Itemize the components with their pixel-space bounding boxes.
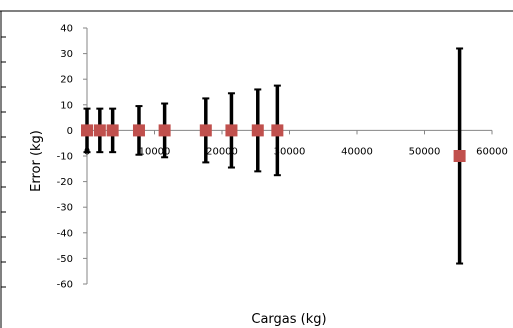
y-tick-labels: 40 30 20 10 0 -10 -20 -30 -40 -50 -60 bbox=[57, 24, 73, 291]
data-marker bbox=[199, 124, 212, 137]
y-tick-label: 0 bbox=[67, 126, 73, 137]
x-tick-label: 50000 bbox=[409, 146, 441, 157]
y-tick-label: -60 bbox=[57, 280, 73, 291]
data-marker bbox=[106, 124, 119, 137]
data-marker bbox=[158, 124, 171, 137]
y-tick-label: -30 bbox=[57, 203, 73, 214]
y-tick-label: -50 bbox=[57, 254, 73, 265]
data-marker bbox=[453, 150, 466, 162]
y-tick-label: -10 bbox=[57, 152, 73, 163]
y-tick-label: -40 bbox=[57, 228, 73, 239]
data-marker bbox=[225, 124, 238, 137]
x-tick-label: 60000 bbox=[476, 146, 508, 157]
y-tick-label: 20 bbox=[60, 75, 73, 86]
x-tick-label: 30000 bbox=[274, 146, 306, 157]
y-axis-title: Error (kg) bbox=[29, 130, 44, 192]
x-axis-title: Cargas (kg) bbox=[251, 312, 326, 327]
data-markers bbox=[81, 124, 466, 162]
y-tick-label: 40 bbox=[60, 24, 73, 35]
data-marker bbox=[132, 124, 145, 137]
chart-frame bbox=[0, 10, 513, 328]
data-marker bbox=[93, 124, 106, 137]
data-marker bbox=[251, 124, 264, 137]
data-marker bbox=[271, 124, 284, 137]
data-marker bbox=[81, 124, 93, 137]
y-tick-label: 30 bbox=[60, 49, 73, 60]
x-tick-label: 10000 bbox=[139, 146, 171, 157]
chart-axes bbox=[83, 27, 493, 285]
x-tick-label: 20000 bbox=[206, 146, 238, 157]
y-tick-label: -20 bbox=[57, 177, 73, 188]
x-tick-label: 40000 bbox=[341, 146, 373, 157]
y-tick-label: 10 bbox=[60, 100, 73, 111]
